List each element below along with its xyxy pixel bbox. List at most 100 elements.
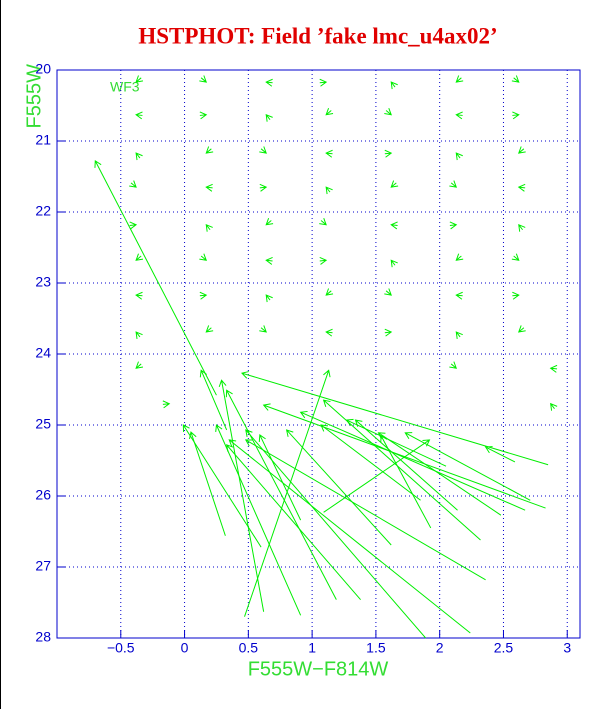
arrow [228,439,471,634]
arrow [511,253,520,261]
arrow [323,439,431,513]
arrow [285,429,392,546]
x-tick-label: 3 [563,640,571,656]
y-axis-label: F555W [23,64,45,129]
arrow [265,294,273,303]
x-axis-label: F555W−F814W [248,658,389,680]
arrow [245,429,427,639]
arrow [517,183,526,192]
arrow [135,75,144,83]
arrow [205,223,213,232]
arrow [550,402,558,411]
x-tick-label: 0.5 [239,640,259,656]
arrow [455,291,463,300]
annotation: WF3 [110,79,140,95]
arrow [199,291,208,300]
arrow [325,328,333,337]
arrow [512,111,520,120]
y-tick-label: 25 [35,416,51,432]
arrow [135,361,144,369]
arrow [512,291,520,300]
y-tick-label: 26 [35,487,51,503]
arrow [404,432,531,501]
x-tick-label: 0 [181,640,189,656]
arrow [135,253,144,261]
arrow [225,389,337,600]
arrow [205,146,214,154]
arrow [199,111,208,120]
arrow [199,253,208,261]
arrow [244,369,331,617]
arrow [205,183,213,192]
arrow [244,439,486,581]
arrow [215,424,302,616]
arrow [384,328,393,337]
arrow [199,75,208,83]
arrow [325,149,333,158]
arrow [258,434,302,521]
y-tick-label: 21 [35,132,51,148]
arrow [319,218,327,226]
arrow [218,379,265,612]
arrow [129,180,137,188]
arrow [162,400,171,409]
arrow [484,446,516,463]
arrow [265,218,274,226]
arrow [449,180,458,188]
arrow [205,325,214,333]
arrow [345,418,447,467]
arrow [299,410,526,511]
arrow [390,180,399,188]
arrow [129,221,138,230]
y-tick-label: 22 [35,203,51,219]
arrow [322,399,481,541]
arrow [241,371,549,466]
arrow [259,325,267,333]
arrow [449,221,458,230]
arrow [390,259,398,268]
arrow [189,431,226,536]
chart-title: HSTPHOT: Field ’fake lmc_u4ax02’ [138,23,497,48]
arrow [135,331,143,339]
arrow [518,146,526,154]
arrow [325,186,333,195]
arrow [94,159,217,396]
x-tick-label: 2 [436,640,444,656]
arrow [259,183,268,192]
y-tick-label: 20 [35,61,51,77]
arrow [455,111,463,120]
arrow [390,221,398,230]
x-tick-label: 1.5 [366,640,386,656]
arrow [549,364,558,373]
arrow [135,152,143,161]
arrow [384,288,392,296]
arrow [384,149,393,158]
arrow [259,146,267,154]
arrow [320,424,421,501]
arrow [390,81,398,90]
arrow [518,325,526,333]
arrow [455,75,464,83]
y-tick-label: 24 [35,345,51,361]
arrow [518,223,526,232]
arrow [384,107,392,116]
arrow [135,111,143,120]
arrow [319,257,328,265]
arrow [449,361,458,369]
arrow [182,424,262,548]
y-tick-label: 27 [35,558,51,574]
arrow [265,78,273,87]
y-tick-label: 23 [35,274,51,290]
arrow [325,107,334,116]
y-tick-label: 28 [35,629,51,645]
arrow [511,75,520,83]
arrow [265,113,273,122]
arrow [265,257,273,265]
arrow [135,291,143,300]
arrow [455,331,463,339]
x-tick-label: 2.5 [494,640,514,656]
arrow [199,369,228,431]
x-tick-label: 1 [308,640,316,656]
arrow [455,152,463,161]
